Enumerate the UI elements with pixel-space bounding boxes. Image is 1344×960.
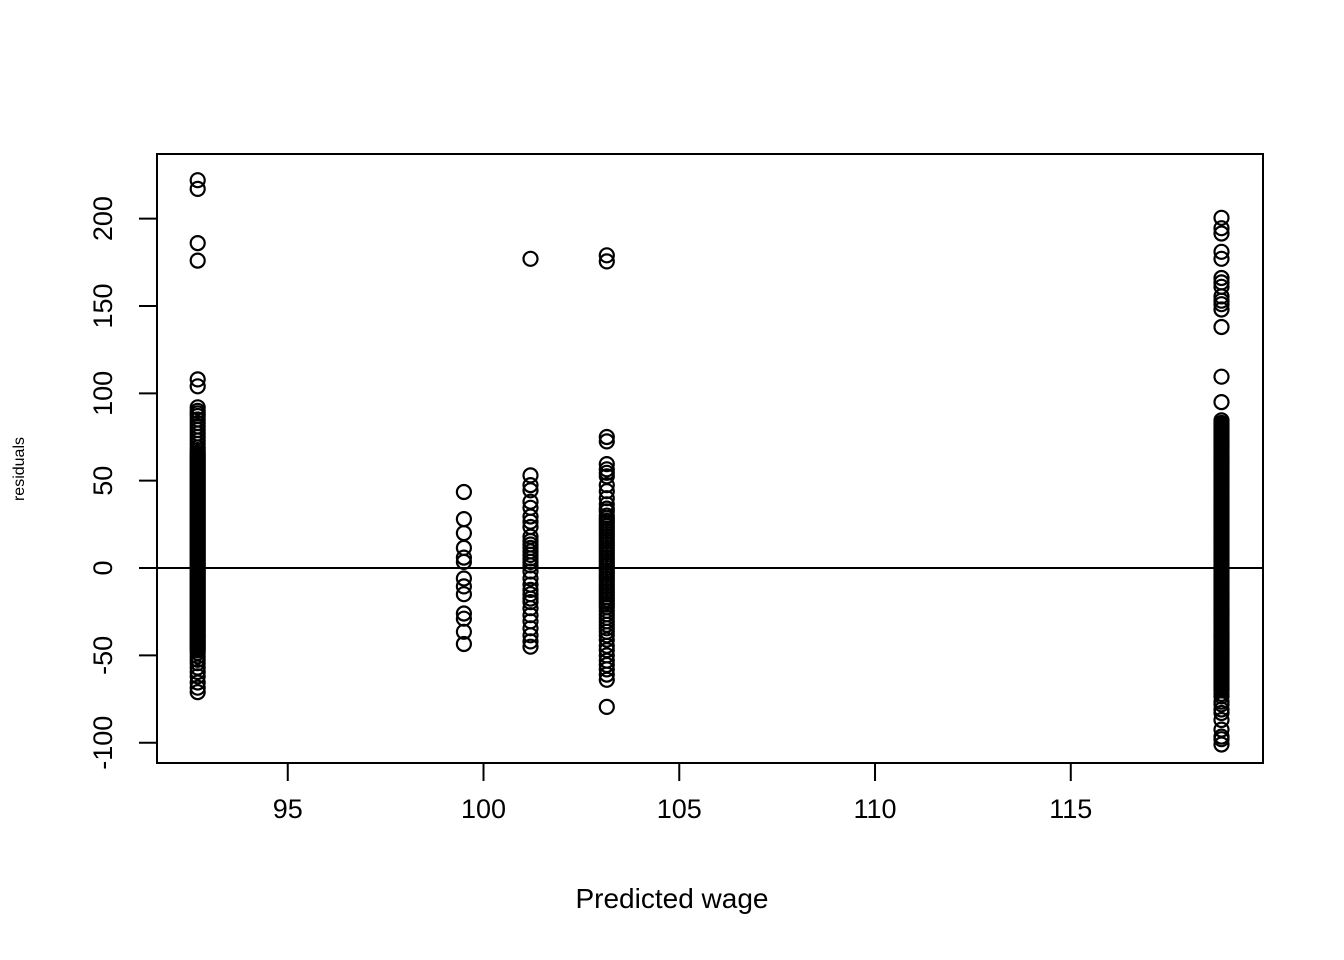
data-point [1213, 711, 1230, 729]
data-point [522, 581, 539, 599]
x-tick-label: 100 [461, 794, 506, 824]
data-point [522, 477, 539, 494]
data-point [1213, 225, 1230, 242]
data-point [522, 482, 539, 499]
x-tick-label: 110 [853, 794, 896, 824]
data-point [598, 671, 615, 688]
y-tick-label: -100 [88, 716, 118, 770]
data-point [598, 456, 615, 473]
data-point [598, 698, 615, 716]
data-point [1213, 394, 1230, 411]
data-point [598, 247, 615, 264]
data-point [455, 510, 472, 528]
data-point [1213, 736, 1230, 753]
data-point [455, 570, 472, 587]
data-point [522, 570, 539, 587]
y-tick-label: 0 [88, 561, 118, 576]
y-tick-label: 200 [88, 196, 118, 241]
data-point [1213, 731, 1230, 748]
y-axis-title: residuals [11, 389, 29, 549]
data-point [455, 605, 472, 622]
data-point [1213, 704, 1230, 722]
data-point [455, 553, 472, 571]
data-point [189, 252, 206, 269]
data-point [189, 371, 206, 388]
data-point [1213, 269, 1230, 287]
data-point [1213, 296, 1230, 313]
data-point [455, 483, 472, 501]
data-point [1213, 250, 1230, 267]
data-point [455, 635, 472, 653]
data-point [598, 631, 615, 648]
data-point [455, 524, 472, 542]
data-point [1213, 301, 1230, 318]
data-point [598, 666, 615, 683]
data-point [189, 180, 206, 197]
data-point [455, 623, 472, 640]
data-point [1213, 209, 1230, 226]
data-point [189, 679, 206, 696]
data-point [455, 586, 472, 603]
x-tick-label: 115 [1049, 794, 1092, 824]
data-point [522, 638, 539, 655]
y-axis-title-text: residuals [11, 436, 28, 502]
x-axis-title: Predicted wage [0, 883, 1344, 915]
data-point [189, 172, 206, 189]
data-point [522, 633, 539, 650]
x-tick-label: 105 [657, 794, 702, 824]
data-point [455, 578, 472, 595]
data-point [1213, 318, 1230, 336]
x-axis-title-text: Predicted wage [575, 883, 769, 914]
data-point [1213, 220, 1230, 237]
data-point [189, 235, 206, 252]
data-point [1213, 696, 1230, 713]
data-point [1213, 243, 1230, 260]
data-point [189, 683, 206, 701]
data-point [522, 627, 539, 644]
data-point [522, 250, 539, 267]
data-point [522, 508, 539, 525]
data-point [189, 663, 206, 681]
data-point [189, 674, 206, 691]
data-point [189, 668, 206, 685]
data-point [598, 253, 615, 270]
y-tick-label: 150 [88, 283, 118, 328]
y-tick-label: 100 [88, 371, 118, 416]
y-tick-label: 50 [88, 466, 118, 496]
plot-box [156, 153, 1264, 764]
data-point [598, 433, 615, 450]
data-point [455, 549, 472, 566]
data-point [189, 378, 206, 395]
x-tick-label: 95 [273, 794, 303, 824]
data-point [598, 428, 615, 446]
data-point [598, 661, 615, 678]
y-tick-label: -50 [88, 636, 118, 675]
data-point [1213, 368, 1230, 385]
